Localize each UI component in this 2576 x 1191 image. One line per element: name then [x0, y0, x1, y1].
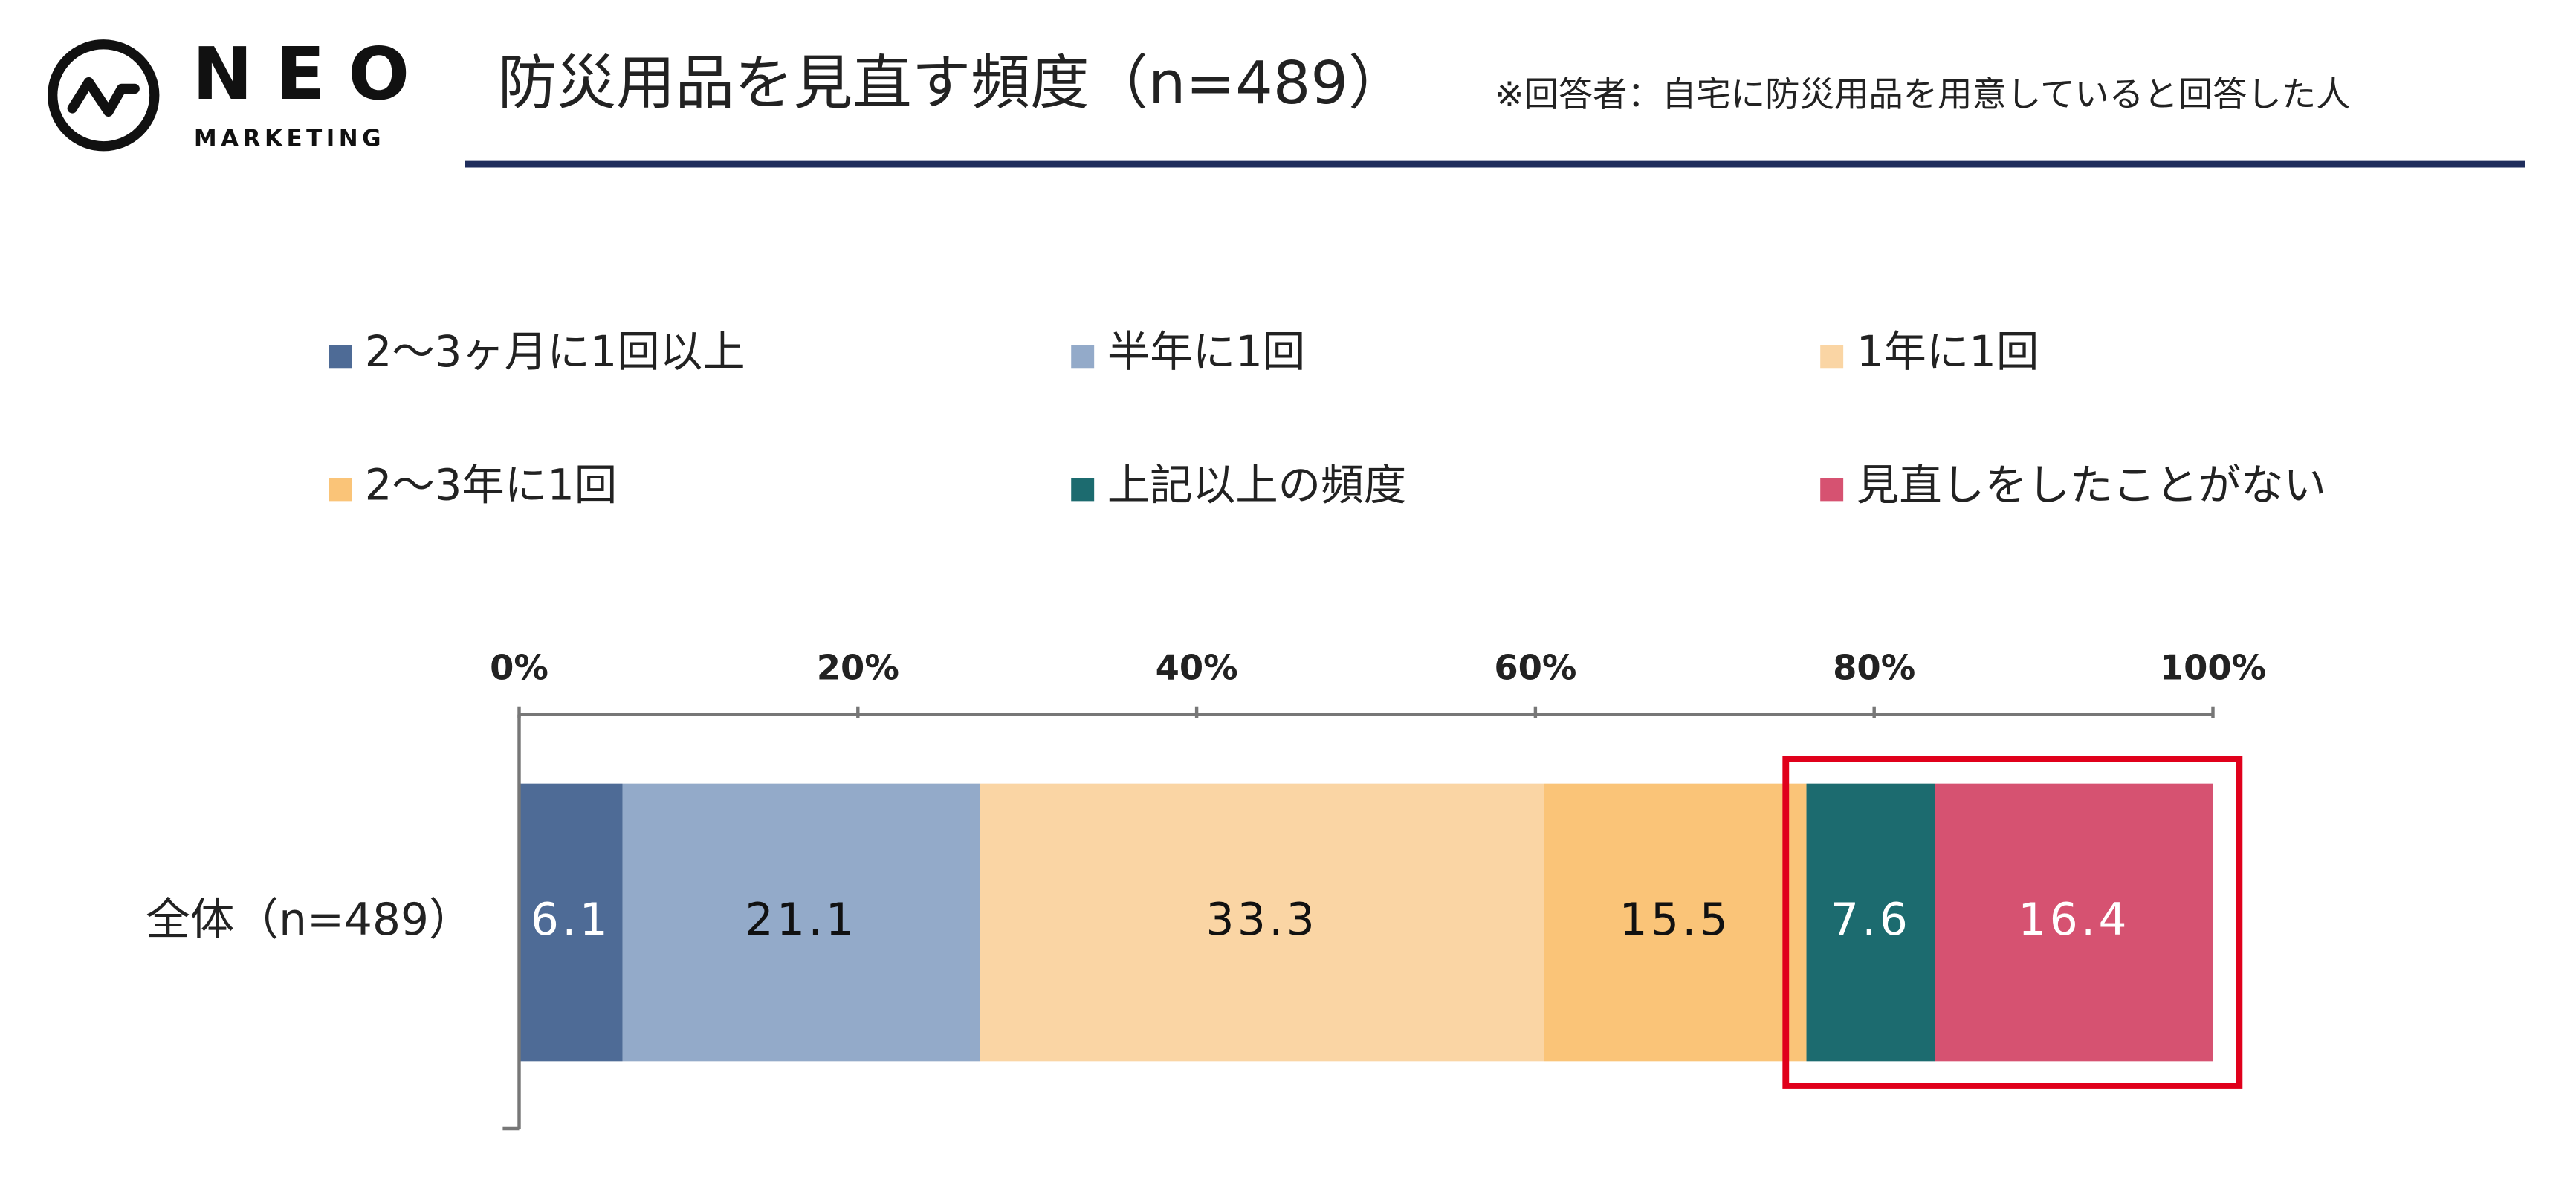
- data-label: 6.1: [531, 895, 611, 946]
- legend-label: 1年に1回: [1857, 327, 2039, 377]
- logo-tagline: MARKETING: [194, 125, 385, 152]
- legend-label: 2～3ヶ月に1回以上: [365, 327, 745, 377]
- x-tick-label: 40%: [1156, 648, 1238, 688]
- bar-segment: [622, 783, 980, 1062]
- logo-circle: [48, 39, 160, 152]
- bar-segment: [1935, 783, 2213, 1062]
- bar-segment: [519, 783, 623, 1062]
- legend-label: 見直しをしたことがない: [1857, 460, 2326, 510]
- highlight-box: [1782, 756, 2243, 1089]
- legend-swatch: [329, 478, 352, 502]
- data-label: 15.5: [1619, 895, 1732, 946]
- x-tick-label: 20%: [817, 648, 899, 688]
- x-tick-label: 80%: [1833, 648, 1915, 688]
- data-label: 33.3: [1206, 895, 1318, 946]
- legend-label: 半年に1回: [1107, 327, 1305, 377]
- legend-swatch: [1071, 478, 1095, 502]
- y-tick-label: 全体（n=489）: [146, 895, 473, 946]
- legend-swatch: [1820, 478, 1844, 502]
- legend-label: 上記以上の頻度: [1107, 460, 1406, 510]
- logo-name: NEO: [192, 32, 433, 116]
- x-tick-label: 0%: [490, 648, 548, 688]
- legend-swatch: [1071, 345, 1095, 369]
- data-label: 21.1: [745, 895, 858, 946]
- x-tick-label: 60%: [1494, 648, 1576, 688]
- legend-label: 2～3年に1回: [365, 460, 618, 510]
- x-tick-label: 100%: [2160, 648, 2266, 688]
- chart-subtitle: ※回答者：自宅に防災用品を用意していると回答した人: [1495, 74, 2351, 114]
- legend-swatch: [1820, 345, 1844, 369]
- bar-segment: [1544, 783, 1807, 1062]
- bar-segment: [1806, 783, 1935, 1062]
- data-label: 16.4: [2018, 895, 2130, 946]
- data-label: 7.6: [1831, 895, 1911, 946]
- chart-title: 防災用品を見直す頻度（n=489）: [498, 48, 1408, 117]
- logo-icon: [67, 77, 140, 117]
- bar-segment: [980, 783, 1544, 1062]
- legend-swatch: [329, 345, 352, 369]
